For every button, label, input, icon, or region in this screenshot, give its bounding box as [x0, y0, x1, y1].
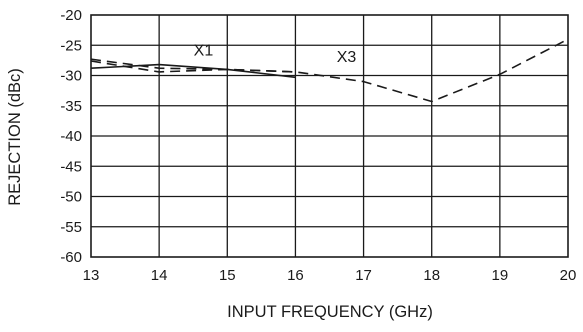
x-tick-label: 17 — [355, 267, 372, 284]
y-tick-label: -45 — [60, 158, 82, 175]
y-tick-label: -50 — [60, 189, 82, 206]
annotation-x1: X1 — [194, 43, 214, 60]
x-axis-title: INPUT FREQUENCY (GHz) — [227, 303, 433, 321]
y-tick-label: -25 — [60, 37, 82, 54]
x-tick-label: 20 — [560, 267, 577, 284]
x-tick-label: 16 — [287, 267, 304, 284]
y-tick-label: -20 — [60, 7, 82, 24]
x-tick-label: 18 — [423, 267, 440, 284]
x-tick-label: 15 — [219, 267, 236, 284]
y-tick-label: -35 — [60, 98, 82, 115]
x-tick-label: 14 — [151, 267, 168, 284]
y-axis-title: REJECTION (dBc) — [6, 68, 24, 206]
y-tick-label: -60 — [60, 249, 82, 266]
y-tick-label: -40 — [60, 128, 82, 145]
y-tick-label: -30 — [60, 68, 82, 85]
x-tick-label: 19 — [492, 267, 509, 284]
x-tick-label: 13 — [83, 267, 100, 284]
series-line-x3-dashed — [90, 38, 569, 103]
series-line-x1-dashed — [90, 60, 296, 73]
y-tick-label: -55 — [60, 219, 82, 236]
annotation-x3: X3 — [337, 49, 357, 66]
